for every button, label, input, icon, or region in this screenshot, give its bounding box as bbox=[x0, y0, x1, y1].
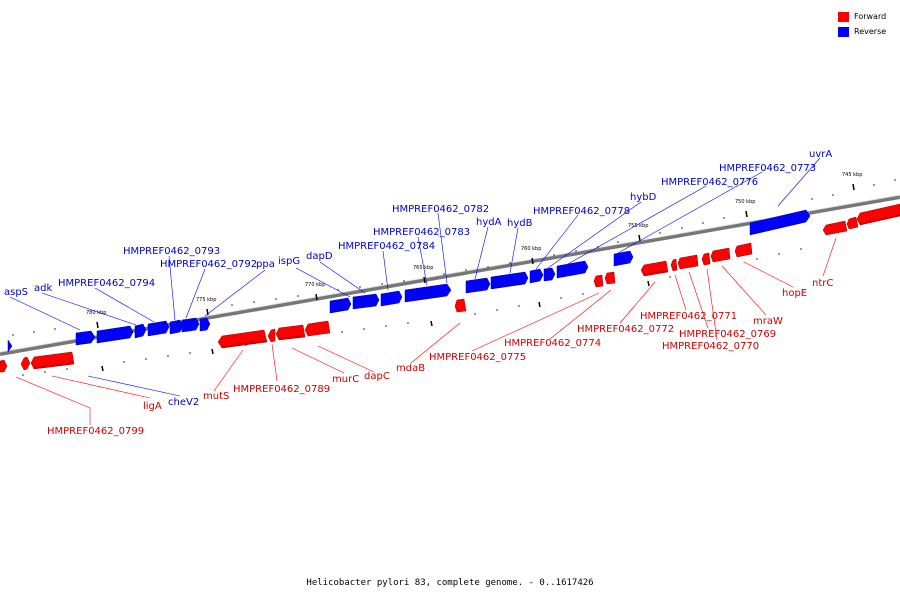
gene-hydA[interactable] bbox=[490, 271, 529, 290]
gene-label: dapD bbox=[306, 251, 333, 262]
gene-mraW[interactable] bbox=[734, 242, 753, 258]
gene-HMPREF0462_0778[interactable] bbox=[543, 267, 556, 282]
gene-label: dapC bbox=[364, 371, 390, 382]
forward-swatch bbox=[838, 11, 849, 22]
gene-HMPREF0462_0782[interactable] bbox=[465, 277, 491, 294]
gene-label: hybD bbox=[630, 192, 657, 203]
gene-label: HMPREF0462_0778 bbox=[533, 206, 630, 217]
gene-HMPREF0462_0794[interactable] bbox=[96, 325, 134, 344]
gene-HMPREF0462_0793[interactable] bbox=[147, 320, 170, 337]
gene-label: aspS bbox=[4, 287, 28, 298]
gene-adk[interactable] bbox=[75, 330, 96, 346]
legend-item-forward: Forward bbox=[838, 9, 886, 24]
reverse-genes bbox=[7, 209, 811, 353]
gene-label: ispG bbox=[278, 256, 300, 267]
gene-HMPREF0462_0783[interactable] bbox=[404, 283, 452, 303]
gene-label: HMPREF0462_0772 bbox=[577, 324, 674, 335]
gene-label: mutS bbox=[203, 391, 229, 402]
gene-label: HMPREF0462_0769 bbox=[679, 329, 776, 340]
gene-HMPREF0462_0771[interactable] bbox=[677, 254, 699, 270]
gene-HMPREF0462_0784a[interactable] bbox=[352, 293, 380, 310]
forward-leader-lines bbox=[15, 237, 837, 425]
gene-HMPREF0462_0799[interactable] bbox=[30, 351, 75, 370]
tick-label: 765 kbp bbox=[413, 265, 433, 271]
gene-label: hydA bbox=[476, 217, 502, 228]
gene-label: uvrA bbox=[809, 149, 832, 160]
gene-label: mraW bbox=[753, 316, 783, 327]
gene-HMPREF0462_0794b[interactable] bbox=[134, 323, 147, 339]
genome-caption: Helicobacter pylori 83, complete genome.… bbox=[306, 578, 594, 588]
gene-label: mdaB bbox=[396, 363, 425, 374]
gene-label: HMPREF0462_0784 bbox=[338, 241, 435, 252]
gene-ntrC[interactable] bbox=[856, 203, 900, 226]
legend-item-reverse: Reverse bbox=[838, 24, 886, 39]
gene-HMPREF0462_0776[interactable] bbox=[613, 250, 634, 267]
gene-HMPREF0462_0789[interactable] bbox=[275, 324, 306, 341]
gene-label: HMPREF0462_0793 bbox=[123, 246, 220, 257]
gene-hopE[interactable] bbox=[822, 220, 848, 236]
gene-label: HMPREF0462_0774 bbox=[504, 338, 601, 349]
gene-label: HMPREF0462_0773 bbox=[719, 163, 816, 174]
gene-label: HMPREF0462_0794 bbox=[58, 278, 155, 289]
forward-genes bbox=[0, 203, 900, 373]
gene-mutS[interactable] bbox=[217, 329, 268, 349]
gene-label: HMPREF0462_0782 bbox=[392, 204, 489, 215]
forward-gene-shading bbox=[34, 214, 900, 369]
gene-label: HMPREF0462_0792 bbox=[160, 259, 257, 270]
gene-label: HMPREF0462_0789 bbox=[233, 384, 330, 395]
gene-mdaB[interactable] bbox=[454, 298, 467, 313]
gene-HMPREF0462_0789a[interactable] bbox=[267, 328, 276, 343]
legend-label: Forward bbox=[854, 12, 887, 21]
gene-label: HMPREF0462_0799 bbox=[47, 426, 144, 437]
reverse-swatch bbox=[838, 26, 849, 37]
legend: Forward Reverse bbox=[838, 9, 886, 39]
gene-label: HMPREF0462_0775 bbox=[429, 352, 526, 363]
tick-label: 780 kbp bbox=[86, 310, 106, 316]
gene-label: murC bbox=[332, 374, 359, 385]
legend-label: Reverse bbox=[854, 27, 887, 36]
minor-ticks bbox=[12, 179, 896, 376]
forward-labels: HMPREF0462_0799 ligA mutS HMPREF0462_078… bbox=[47, 278, 833, 437]
tick-label: 775 kbp bbox=[196, 297, 216, 303]
gene-HMPREF0462_0784[interactable] bbox=[380, 290, 403, 307]
gene-aspS[interactable] bbox=[7, 339, 13, 353]
gene-label: ppa bbox=[256, 259, 275, 270]
gene-dapD[interactable] bbox=[329, 297, 352, 314]
gene-hybD[interactable] bbox=[556, 260, 589, 279]
gene-HMPREF0462_0774[interactable] bbox=[604, 271, 616, 285]
tick-label: 755 kbp bbox=[628, 223, 648, 229]
tick-label: 745 kbp bbox=[842, 172, 862, 178]
reverse-gene-shading bbox=[76, 216, 810, 345]
tick-label: 750 kbp bbox=[735, 199, 755, 205]
gene-HMPREF0462_0772[interactable] bbox=[640, 260, 669, 277]
gene-hydB[interactable] bbox=[529, 268, 544, 284]
tick-label: 770 kbp bbox=[305, 282, 325, 288]
gene-label: HMPREF0462_0771 bbox=[640, 311, 737, 322]
gene-ppa[interactable] bbox=[181, 317, 200, 333]
gene-ntrC-a[interactable] bbox=[846, 216, 859, 230]
gene-label: HMPREF0462_0783 bbox=[373, 227, 470, 238]
tick-label: 760 kbp bbox=[521, 246, 541, 252]
gene-murC[interactable] bbox=[304, 320, 331, 337]
gene-label: ntrC bbox=[812, 278, 833, 289]
gene-HMPREF0462_0799a[interactable] bbox=[0, 359, 8, 373]
gene-HMPREF0462_0770[interactable] bbox=[710, 247, 731, 263]
gene-label: HMPREF0462_0776 bbox=[661, 177, 758, 188]
gene-label: adk bbox=[34, 283, 52, 294]
gene-HMPREF0462_0771a[interactable] bbox=[670, 258, 678, 272]
gene-label: cheV2 bbox=[168, 397, 199, 408]
gene-label: hydB bbox=[507, 218, 533, 229]
gene-HMPREF0462_0799b[interactable] bbox=[20, 356, 31, 371]
reverse-leader-lines bbox=[9, 157, 821, 397]
reverse-labels: aspS adk HMPREF0462_0794 HMPREF0462_0793… bbox=[4, 149, 832, 408]
gene-HMPREF0462_0775[interactable] bbox=[593, 274, 604, 288]
gene-ispG[interactable] bbox=[199, 317, 211, 332]
gene-HMPREF0462_0792[interactable] bbox=[169, 319, 184, 335]
gene-HMPREF0462_0769[interactable] bbox=[701, 252, 711, 266]
gene-label: ligA bbox=[143, 401, 162, 412]
gene-label: HMPREF0462_0770 bbox=[662, 341, 759, 352]
gene-label: hopE bbox=[782, 288, 807, 299]
gene-HMPREF0462_0773[interactable] bbox=[749, 209, 811, 236]
